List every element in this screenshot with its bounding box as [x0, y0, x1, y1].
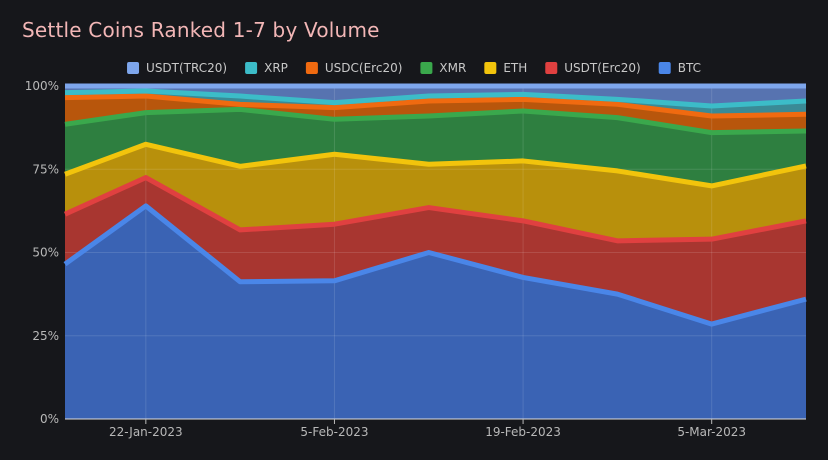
legend-label: BTC: [678, 61, 701, 75]
line-usdt-erc20-: [63, 175, 807, 244]
line-xrp: [64, 88, 807, 109]
line-eth: [64, 141, 807, 189]
legend-item-xmr[interactable]: XMR: [420, 61, 466, 75]
area-xmr: [65, 109, 806, 186]
x-tick-label: 19-Feb-2023: [485, 425, 561, 439]
x-tick-label: 5-Mar-2023: [677, 425, 746, 439]
legend-swatch: [127, 62, 140, 74]
y-tick-label: 75%: [32, 162, 59, 176]
area-usdt-erc20-: [65, 177, 806, 325]
area-btc: [65, 205, 806, 419]
legend: USDT(TRC20) XRP USDC(Erc20) XMR ETH USDT(Erc2…: [127, 61, 701, 75]
area-eth: [65, 144, 806, 241]
y-tick-label: 50%: [32, 246, 59, 260]
legend-item-usdc-erc20-[interactable]: USDC(Erc20): [305, 61, 403, 75]
legend-swatch: [245, 62, 258, 74]
chart-title: Settle Coins Ranked 1-7 by Volume: [22, 18, 380, 42]
legend-swatch: [484, 62, 497, 74]
legend-swatch: [658, 62, 671, 74]
series-lines: [63, 83, 807, 327]
y-tick-label: 0%: [40, 412, 59, 426]
legend-label: XRP: [264, 61, 288, 75]
legend-label: USDT(Erc20): [564, 61, 640, 75]
line-xmr: [64, 106, 807, 136]
line-usdc-erc20-: [64, 93, 807, 119]
legend-item-eth[interactable]: ETH: [484, 61, 527, 75]
legend-swatch: [420, 62, 433, 74]
legend-label: ETH: [503, 61, 527, 75]
axes: 0% 25% 50% 75% 100% 22-Jan-2023 5-Feb-2023 19-F…: [25, 79, 806, 439]
y-tick-label: 25%: [32, 329, 59, 343]
legend-item-usdt-erc20-[interactable]: USDT(Erc20): [545, 61, 641, 75]
y-tick-label: 100%: [25, 79, 59, 93]
legend-label: XMR: [439, 61, 466, 75]
legend-label: USDC(Erc20): [325, 61, 403, 75]
x-tick-label: 5-Feb-2023: [300, 425, 368, 439]
line-btc: [63, 203, 807, 327]
x-tick-label: 22-Jan-2023: [109, 425, 183, 439]
legend-item-xrp[interactable]: XRP: [245, 61, 288, 75]
legend-item-usdt-trc20-[interactable]: USDT(TRC20): [127, 61, 227, 75]
legend-swatch: [545, 62, 558, 74]
legend-label: USDT(TRC20): [146, 61, 227, 75]
legend-item-btc[interactable]: BTC: [658, 61, 701, 75]
area-usdt-trc20-: [65, 86, 806, 106]
legend-swatch: [305, 62, 318, 74]
